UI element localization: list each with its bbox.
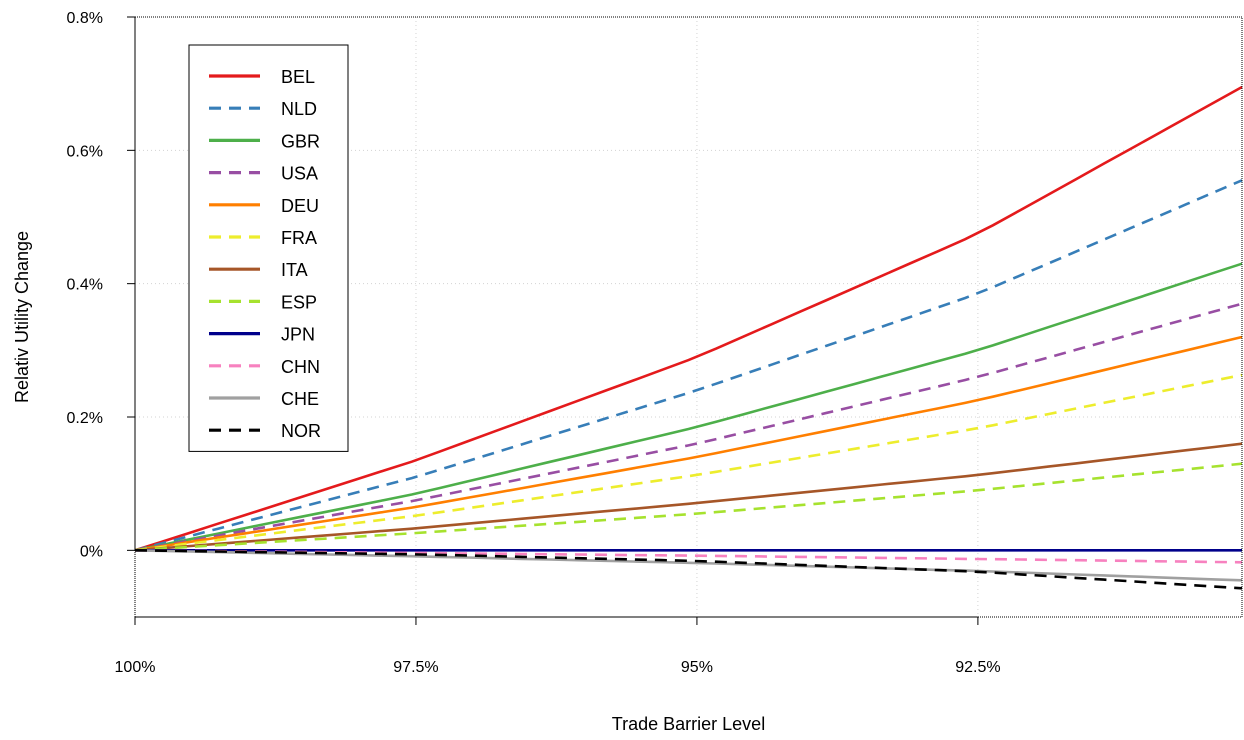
legend-label-nor: NOR [281,421,321,441]
legend-label-esp: ESP [281,292,317,312]
series-line-ita [134,442,1243,552]
y-axis-title: Relativ Utility Change [12,231,32,403]
series-line-bel [134,85,1243,552]
legend-label-deu: DEU [281,196,319,216]
legend-label-fra: FRA [281,228,317,248]
y-axis: 0% 0.2% 0.4% 0.6% 0.8% [67,10,136,560]
series-line-usa [134,302,1243,552]
legend-label-bel: BEL [281,67,315,87]
series-lines [134,85,1243,590]
series-line-che [134,549,1243,582]
x-axis-title: Trade Barrier Level [612,714,765,734]
legend-label-chn: CHN [281,357,320,377]
x-tick-label: 100% [115,659,156,676]
y-tick-label: 0.8% [67,10,103,27]
series-line-nld [134,179,1243,552]
series-line-deu [134,335,1243,552]
series-line-nor [134,549,1243,590]
y-tick-label: 0.6% [67,143,103,160]
y-tick-label: 0.2% [67,410,103,427]
legend: BEL NLD GBR USA DEU FRA ITA ESP JPN CHN CHE NOR [188,44,349,452]
x-tick-label: 92.5% [955,659,1000,676]
legend-label-nld: NLD [281,99,317,119]
x-tick-label: 95% [681,659,713,676]
legend-label-usa: USA [281,164,318,184]
x-tick-label: 97.5% [393,659,438,676]
series-line-esp [134,462,1243,552]
x-axis: 100% 97.5% 95% 92.5% [115,616,1001,676]
legend-label-gbr: GBR [281,131,320,151]
series-line-gbr [134,262,1243,552]
legend-label-che: CHE [281,389,319,409]
y-tick-label: 0.4% [67,277,103,294]
y-tick-label: 0% [80,543,103,560]
series-line-fra [134,373,1243,552]
legend-label-jpn: JPN [281,325,315,345]
legend-box [188,44,349,452]
legend-label-ita: ITA [281,260,308,280]
